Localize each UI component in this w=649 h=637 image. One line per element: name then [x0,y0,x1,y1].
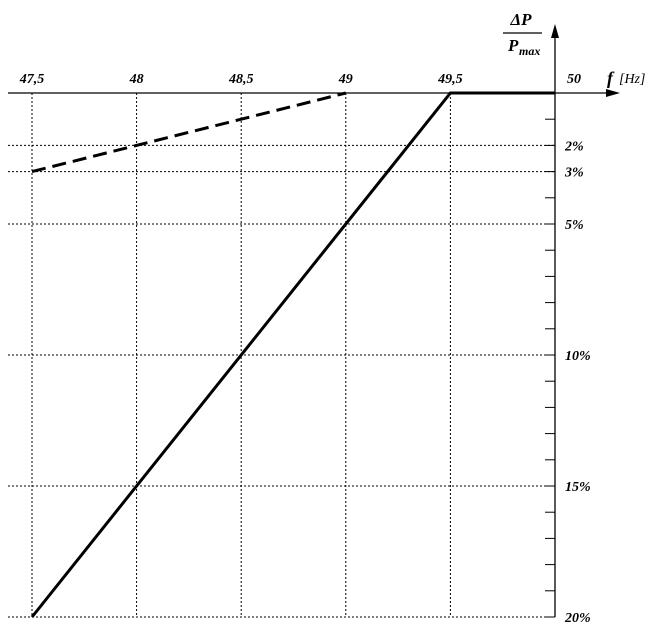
series-solid-line [30,91,555,618]
x-axis-arrow-icon [606,89,620,97]
series [30,91,555,618]
y-tick-label: 15% [565,480,591,495]
labels: 47,5 48 48,5 49 49,5 50 2% 3% 5% 10% 15% 20% f [Hz] ΔP… [19,10,646,626]
x-tick-label: 50 [567,72,581,87]
y-tick-label: 10% [565,349,591,364]
x-tick-label: 47,5 [19,72,45,87]
y-tick-label: 5% [565,218,584,233]
y-tick-label: 3% [564,166,584,181]
grid [8,93,555,618]
series-dashed-line [31,91,347,174]
y-axis-title-numerator: ΔP [509,10,532,29]
x-axis-unit: [Hz] [619,72,645,87]
x-tick-label: 48 [129,72,144,87]
y-axis-title-subscript: max [519,44,540,58]
y-tick-label: 20% [564,611,591,626]
x-axis-title: f [607,68,615,88]
y-axis-arrow-icon [551,24,559,38]
x-tick-label: 49 [338,72,353,87]
x-tick-label: 49,5 [437,72,463,87]
y-tick-label: 2% [564,139,584,154]
y-axis-title-denominator: P [507,36,519,55]
x-tick-label: 48,5 [228,72,254,87]
axes [8,24,620,618]
